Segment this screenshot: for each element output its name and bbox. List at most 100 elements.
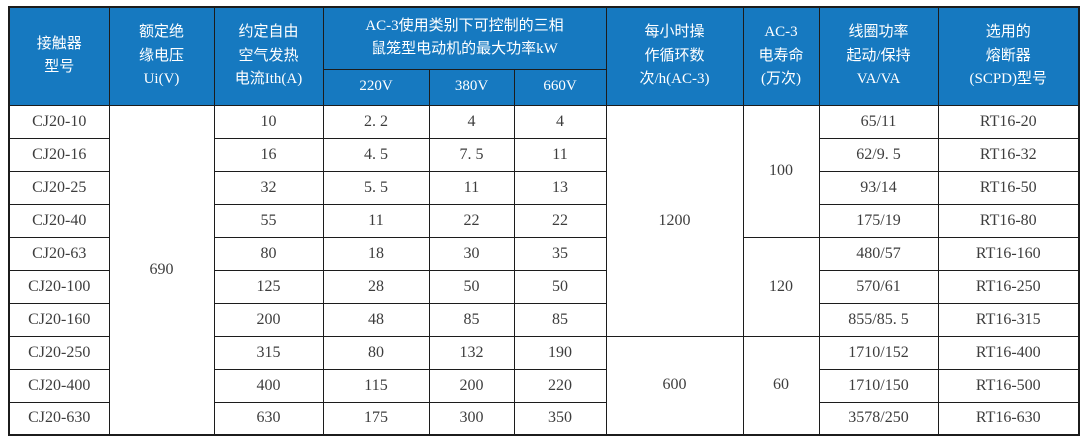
cell-model: CJ20-100 xyxy=(8,269,110,304)
cell-ith: 10 xyxy=(213,104,324,139)
table-row: CJ20-400 400 115 200 220 1710/150 RT16-500 xyxy=(8,368,1080,403)
table-row: CJ20-25 32 5. 5 11 13 93/14 RT16-50 xyxy=(8,170,1080,205)
cell-kw-380v: 50 xyxy=(428,269,515,304)
cell-kw-380v: 132 xyxy=(428,335,515,370)
cell-kw-660v: 22 xyxy=(513,203,607,238)
cell-fuse-model: RT16-50 xyxy=(937,170,1080,205)
cell-kw-220v: 4. 5 xyxy=(322,137,430,172)
header-cycles: 每小时操 作循环数 次/h(AC-3) xyxy=(605,6,744,106)
cell-kw-220v: 18 xyxy=(322,236,430,271)
cell-coil-power: 175/19 xyxy=(818,203,939,238)
cell-kw-380v: 200 xyxy=(428,368,515,403)
header-coil: 线圈功率 起动/保持 VA/VA xyxy=(818,6,939,106)
cell-kw-220v: 11 xyxy=(322,203,430,238)
header-kw-380v: 380V xyxy=(428,68,515,106)
table-row: CJ20-100 125 28 50 50 570/61 RT16-250 xyxy=(8,269,1080,304)
header-row-sub: 220V 380V 660V xyxy=(9,68,1079,106)
header-model: 接触器 型号 xyxy=(8,6,110,106)
cell-model: CJ20-40 xyxy=(8,203,110,238)
header-kw-group: AC-3使用类别下可控制的三相 鼠笼型电动机的最大功率kW xyxy=(322,6,607,70)
table-row: CJ20-40 55 11 22 22 175/19 RT16-80 xyxy=(8,203,1080,238)
header-ui: 额定绝 缘电压 Ui(V) xyxy=(108,6,215,106)
table-row: CJ20-160 200 48 85 85 855/85. 5 RT16-315 xyxy=(8,302,1080,337)
cell-kw-380v: 85 xyxy=(428,302,515,337)
cell-ith: 315 xyxy=(213,335,324,370)
cell-fuse-model: RT16-250 xyxy=(937,269,1080,304)
cell-ith: 55 xyxy=(213,203,324,238)
cell-life-merged: 100 xyxy=(742,104,820,238)
cell-coil-power: 570/61 xyxy=(818,269,939,304)
cell-kw-660v: 350 xyxy=(513,401,607,436)
cell-kw-380v: 300 xyxy=(428,401,515,436)
cell-model: CJ20-25 xyxy=(8,170,110,205)
cell-coil-power: 93/14 xyxy=(818,170,939,205)
cell-kw-220v: 48 xyxy=(322,302,430,337)
cell-coil-power: 1710/150 xyxy=(818,368,939,403)
cell-life-merged: 120 xyxy=(742,236,820,337)
contactor-spec-table: 接触器 型号 额定绝 缘电压 Ui(V) 约定自由 空气发热 电流Ith(A) … xyxy=(8,6,1081,436)
cell-fuse-model: RT16-400 xyxy=(937,335,1080,370)
cell-kw-660v: 35 xyxy=(513,236,607,271)
cell-kw-380v: 4 xyxy=(428,104,515,139)
cell-model: CJ20-160 xyxy=(8,302,110,337)
cell-kw-660v: 13 xyxy=(513,170,607,205)
header-ith: 约定自由 空气发热 电流Ith(A) xyxy=(213,6,324,106)
cell-coil-power: 480/57 xyxy=(818,236,939,271)
cell-fuse-model: RT16-32 xyxy=(937,137,1080,172)
cell-kw-660v: 85 xyxy=(513,302,607,337)
cell-kw-380v: 11 xyxy=(428,170,515,205)
cell-fuse-model: RT16-160 xyxy=(937,236,1080,271)
cell-ith: 32 xyxy=(213,170,324,205)
cell-model: CJ20-10 xyxy=(8,104,110,139)
cell-kw-660v: 4 xyxy=(513,104,607,139)
cell-coil-power: 1710/152 xyxy=(818,335,939,370)
table-body: CJ20-10 690 10 2. 2 4 4 1200 100 65/11 RT16-20 CJ2… xyxy=(8,104,1080,436)
cell-model: CJ20-16 xyxy=(8,137,110,172)
cell-life-merged: 60 xyxy=(742,335,820,436)
cell-coil-power: 855/85. 5 xyxy=(818,302,939,337)
cell-model: CJ20-400 xyxy=(8,368,110,403)
cell-fuse-model: RT16-500 xyxy=(937,368,1080,403)
cell-model: CJ20-63 xyxy=(8,236,110,271)
cell-kw-220v: 28 xyxy=(322,269,430,304)
cell-model: CJ20-630 xyxy=(8,401,110,436)
cell-cycles-merged: 1200 xyxy=(605,104,744,337)
cell-kw-660v: 50 xyxy=(513,269,607,304)
cell-kw-220v: 175 xyxy=(322,401,430,436)
cell-kw-380v: 22 xyxy=(428,203,515,238)
cell-kw-220v: 2. 2 xyxy=(322,104,430,139)
cell-kw-660v: 220 xyxy=(513,368,607,403)
cell-fuse-model: RT16-315 xyxy=(937,302,1080,337)
table-row: CJ20-63 80 18 30 35 120 480/57 RT16-160 xyxy=(8,236,1080,337)
cell-ith: 16 xyxy=(213,137,324,172)
cell-coil-power: 62/9. 5 xyxy=(818,137,939,172)
header-kw-220v: 220V xyxy=(322,68,430,106)
header-row-top: 接触器 型号 额定绝 缘电压 Ui(V) 约定自由 空气发热 电流Ith(A) … xyxy=(8,6,1080,106)
cell-coil-power: 3578/250 xyxy=(818,401,939,436)
header-kw-660v: 660V xyxy=(513,68,607,106)
cell-fuse-model: RT16-20 xyxy=(937,104,1080,139)
cell-kw-380v: 30 xyxy=(428,236,515,271)
cell-ith: 630 xyxy=(213,401,324,436)
cell-kw-660v: 190 xyxy=(513,335,607,370)
cell-kw-380v: 7. 5 xyxy=(428,137,515,172)
cell-fuse-model: RT16-80 xyxy=(937,203,1080,238)
cell-kw-220v: 5. 5 xyxy=(322,170,430,205)
table-header: 接触器 型号 额定绝 缘电压 Ui(V) 约定自由 空气发热 电流Ith(A) … xyxy=(8,6,1080,106)
table-row: CJ20-10 690 10 2. 2 4 4 1200 100 65/11 RT16-20 xyxy=(8,104,1080,436)
cell-ith: 125 xyxy=(213,269,324,304)
table-row: CJ20-16 16 4. 5 7. 5 11 62/9. 5 RT16-32 xyxy=(8,137,1080,172)
table-row: CJ20-250 315 80 132 190 600 60 1710/152 RT16-400 xyxy=(8,335,1080,436)
cell-fuse-model: RT16-630 xyxy=(937,401,1080,436)
header-life: AC-3 电寿命 (万次) xyxy=(742,6,820,106)
cell-kw-220v: 115 xyxy=(322,368,430,403)
header-fuse: 选用的 熔断器 (SCPD)型号 xyxy=(937,6,1080,106)
cell-kw-220v: 80 xyxy=(322,335,430,370)
cell-kw-660v: 11 xyxy=(513,137,607,172)
cell-coil-power: 65/11 xyxy=(818,104,939,139)
cell-ui-merged: 690 xyxy=(108,104,215,436)
cell-ith: 200 xyxy=(213,302,324,337)
cell-ith: 400 xyxy=(213,368,324,403)
cell-cycles-merged: 600 xyxy=(605,335,744,436)
cell-ith: 80 xyxy=(213,236,324,271)
